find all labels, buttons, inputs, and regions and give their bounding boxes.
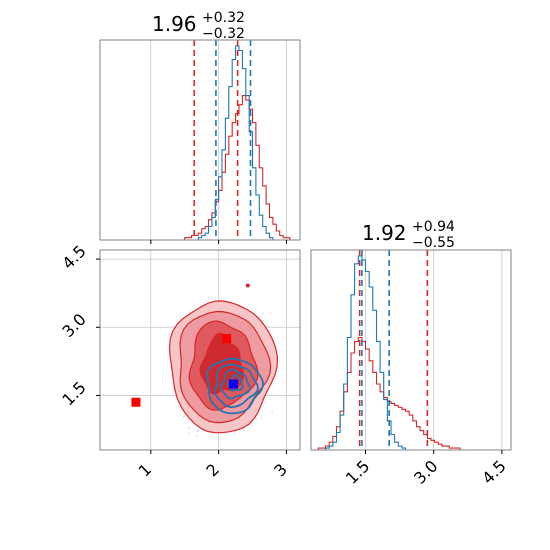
contour-scatter-point bbox=[255, 418, 258, 420]
title-param1-lower: −0.32 bbox=[202, 26, 245, 42]
contour-scatter-point bbox=[182, 415, 185, 418]
contour-scatter-point bbox=[271, 394, 273, 396]
contour-scatter-point bbox=[262, 312, 264, 314]
blue-contour-level-1 bbox=[214, 363, 259, 409]
contour-xtick-label-1: 2 bbox=[202, 460, 223, 481]
title-param2-median: 1.92 bbox=[362, 221, 407, 245]
contour-scatter-point bbox=[260, 417, 263, 419]
title-param1-median: 1.96 bbox=[152, 12, 197, 36]
blue-contour-level-3 bbox=[227, 374, 244, 392]
hist2-frame bbox=[310, 249, 512, 451]
hist2-blue-step bbox=[311, 255, 511, 451]
blue-contour-level-2 bbox=[219, 368, 251, 400]
contour-ytick-label-0: 1.5 bbox=[58, 378, 89, 409]
title-param1-upper: +0.32 bbox=[202, 10, 245, 26]
histogram-param2-panel: 1.5 3.0 4.5 bbox=[310, 249, 512, 488]
contour-scatter-point bbox=[268, 326, 271, 328]
contour-scatter-point bbox=[196, 435, 198, 438]
contour-scatter-point bbox=[233, 432, 235, 435]
contour-2d-panel: 1 2 3 1.5 3.0 4.5 bbox=[58, 241, 301, 481]
contour-ytick-label-1: 3.0 bbox=[58, 310, 89, 341]
hist2-xtick-label-0: 1.5 bbox=[342, 456, 373, 487]
hist1-red-step bbox=[100, 95, 300, 241]
red-square-marker-1 bbox=[222, 334, 232, 344]
hist1-frame bbox=[99, 39, 301, 241]
title-param2: 1.92 +0.94 −0.55 bbox=[362, 219, 455, 251]
contour-scatter-point bbox=[188, 432, 190, 435]
contour-scatter-point bbox=[196, 430, 199, 433]
title-param1: 1.96 +0.32 −0.32 bbox=[152, 10, 245, 42]
contour-xtick-label-0: 1 bbox=[135, 460, 156, 481]
hist2-xtick-label-1: 3.0 bbox=[410, 456, 441, 487]
title-param2-upper: +0.94 bbox=[412, 219, 455, 235]
red-outlier-point bbox=[245, 283, 250, 288]
title-param2-lower: −0.55 bbox=[412, 235, 455, 251]
contour-scatter-point bbox=[197, 429, 199, 431]
contour-scatter-point bbox=[271, 411, 273, 414]
contour-frame bbox=[99, 249, 301, 451]
hist2-xtick-label-2: 4.5 bbox=[478, 456, 509, 487]
contour-ytick-label-2: 4.5 bbox=[58, 241, 89, 272]
contour-scatter-point bbox=[189, 309, 191, 312]
red-square-marker-0 bbox=[131, 397, 141, 407]
contour-scatter-point bbox=[188, 426, 191, 429]
contour-xtick-label-2: 3 bbox=[270, 460, 291, 481]
contour-scatter-point bbox=[265, 401, 268, 404]
blue-contour-level-0 bbox=[205, 357, 264, 415]
blue-square-marker-0 bbox=[229, 379, 239, 389]
contour-plot-area bbox=[100, 250, 300, 450]
histogram-param1-panel bbox=[99, 39, 301, 244]
hist2-red-step bbox=[311, 336, 511, 451]
contour-scatter-point bbox=[269, 312, 272, 314]
